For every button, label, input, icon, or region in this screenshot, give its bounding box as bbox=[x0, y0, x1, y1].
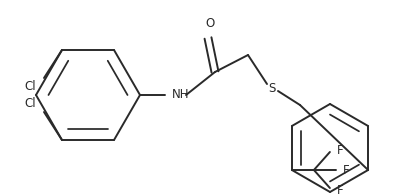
Text: S: S bbox=[268, 82, 276, 95]
Text: O: O bbox=[205, 17, 215, 30]
Text: NH: NH bbox=[172, 89, 189, 102]
Text: Cl: Cl bbox=[24, 80, 36, 93]
Text: F: F bbox=[337, 183, 344, 195]
Text: Cl: Cl bbox=[24, 97, 36, 110]
Text: F: F bbox=[337, 144, 344, 157]
Text: F: F bbox=[343, 163, 349, 176]
